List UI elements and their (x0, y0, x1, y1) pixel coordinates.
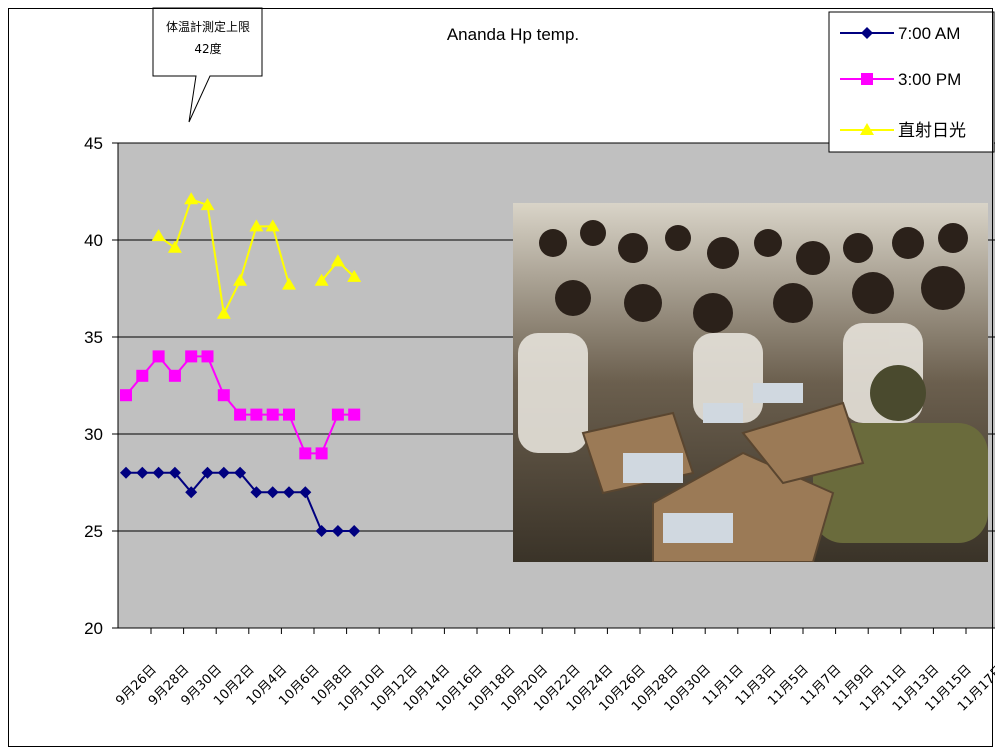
data-point (168, 369, 181, 382)
data-point (216, 306, 231, 319)
y-tick-label: 20 (84, 619, 103, 638)
y-tick-label: 25 (84, 522, 103, 541)
data-point (282, 277, 296, 290)
data-point (348, 408, 361, 421)
annotation-callout: 体温計測定上限 42度 (152, 7, 263, 123)
data-point (201, 466, 214, 479)
data-point (299, 447, 312, 460)
data-point (283, 486, 295, 499)
data-point (250, 408, 263, 421)
legend: 7:00 AM 3:00 PM 直射日光 (828, 11, 995, 153)
data-point (217, 466, 230, 479)
data-point (136, 369, 149, 382)
y-tick-label: 30 (84, 425, 103, 444)
data-point (151, 229, 166, 242)
data-point (249, 219, 264, 232)
series-layer (120, 192, 362, 537)
annotation-line2: 42度 (194, 41, 221, 56)
data-point (860, 123, 874, 135)
crowd-photo (513, 203, 988, 562)
data-point (185, 350, 198, 363)
legend-label: 3:00 PM (898, 70, 961, 89)
y-axis: 20 25 30 35 40 45 (84, 134, 119, 638)
data-point (266, 408, 279, 421)
data-point (250, 486, 263, 499)
x-axis: 9月26日9月28日9月30日10月2日10月4日10月6日10月8日10月10… (113, 627, 995, 715)
data-point (861, 27, 873, 39)
data-point (120, 389, 132, 402)
data-point (299, 486, 312, 499)
data-point (120, 466, 132, 479)
data-point (168, 466, 181, 479)
legend-item: 7:00 AM (840, 24, 960, 43)
series-2 (120, 350, 361, 460)
data-point (315, 525, 328, 537)
data-point (234, 466, 247, 479)
data-point (152, 350, 165, 363)
data-point (185, 486, 198, 499)
chart-title: Ananda Hp temp. (447, 25, 579, 44)
series-3 (151, 192, 362, 319)
legend-label: 7:00 AM (898, 24, 960, 43)
data-point (167, 240, 182, 253)
data-point (217, 389, 230, 402)
legend-label: 直射日光 (898, 121, 966, 140)
series-1 (120, 466, 361, 537)
data-point (266, 486, 279, 499)
annotation-line1: 体温計測定上限 (166, 19, 250, 34)
data-point (331, 525, 344, 537)
data-point (184, 192, 199, 205)
data-point (233, 273, 248, 286)
data-point (331, 408, 344, 421)
y-tick-label: 40 (84, 231, 103, 250)
data-point (201, 350, 214, 363)
data-point (265, 219, 280, 232)
data-point (152, 466, 165, 479)
data-point (283, 408, 295, 421)
y-tick-label: 35 (84, 328, 103, 347)
data-point (314, 273, 329, 286)
data-point (348, 525, 361, 537)
data-point (200, 198, 215, 211)
legend-item: 3:00 PM (840, 70, 961, 89)
data-point (315, 447, 328, 460)
data-point (234, 408, 247, 421)
data-point (347, 269, 362, 282)
y-tick-label: 45 (84, 134, 103, 153)
data-point (136, 466, 149, 479)
legend-item: 直射日光 (840, 121, 966, 140)
data-point (861, 73, 873, 85)
data-point (330, 254, 345, 267)
